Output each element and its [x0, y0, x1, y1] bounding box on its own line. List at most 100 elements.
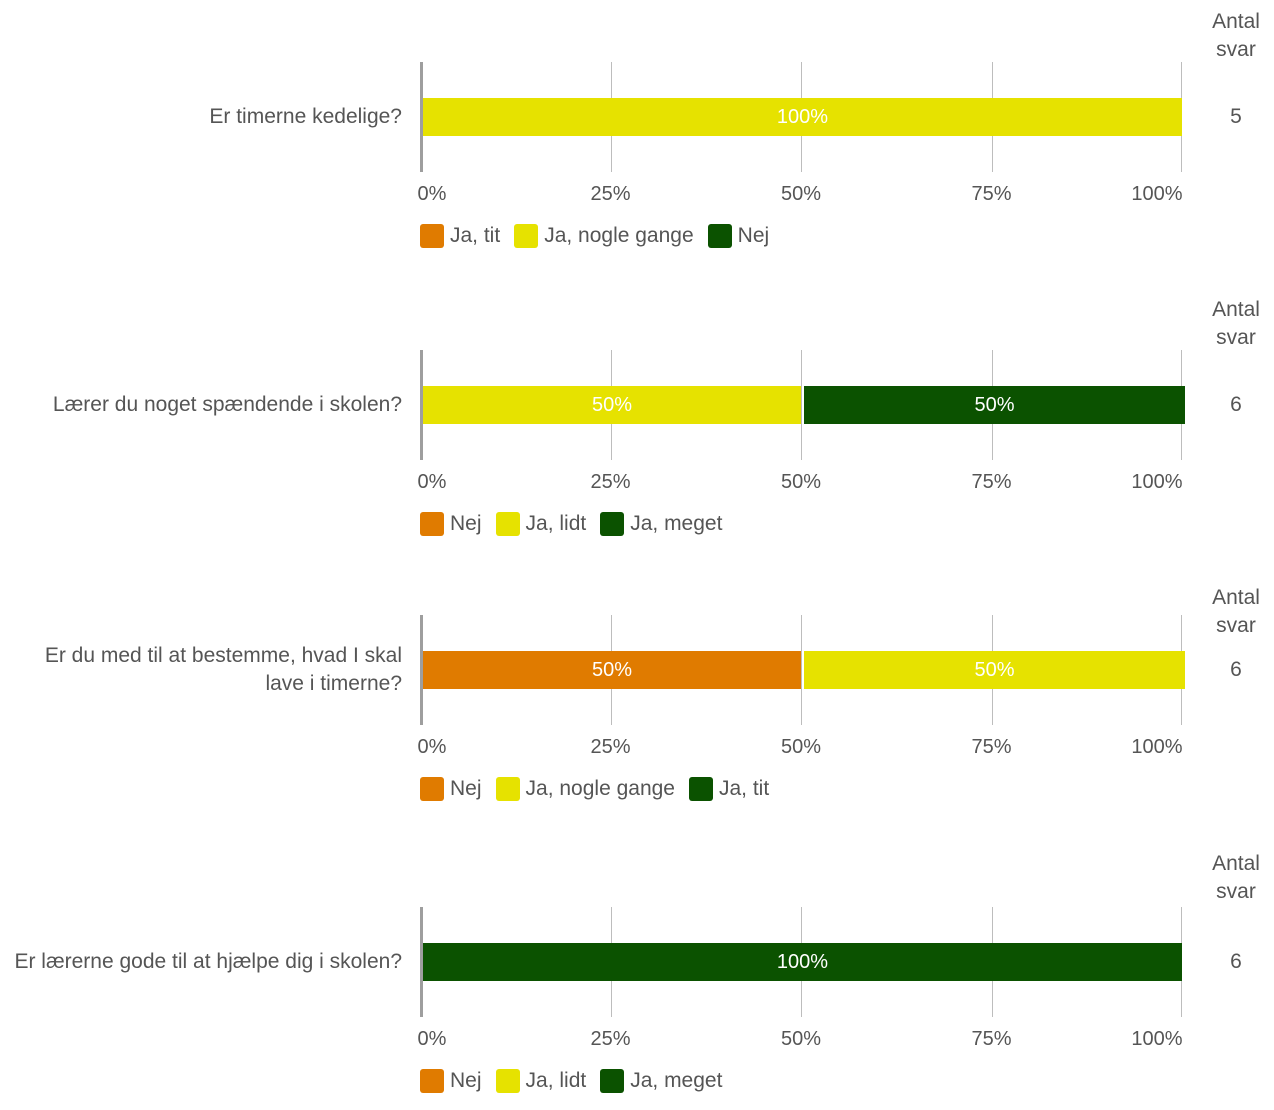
- legend-swatch: [514, 224, 539, 248]
- legend: Nej Ja, lidt Ja, meget: [420, 512, 736, 536]
- count-header-line: svar: [1216, 614, 1256, 637]
- count-header-line: Antal: [1212, 10, 1260, 33]
- legend-item: Ja, meget: [600, 1069, 722, 1093]
- legend-item: Ja, lidt: [495, 512, 587, 536]
- legend-label: Nej: [450, 777, 482, 800]
- legend-label: Ja, meget: [630, 1069, 723, 1092]
- legend-swatch: [600, 512, 625, 536]
- count-header: Antal svar: [1196, 8, 1274, 64]
- plot-area: 100%: [420, 907, 1182, 1017]
- bar-segment: 50%: [804, 651, 1185, 689]
- legend-swatch: [707, 224, 732, 248]
- legend-label: Ja, lidt: [525, 1069, 587, 1092]
- question-label: Er lærerne gode til at hjælpe dig i skol…: [14, 950, 402, 973]
- legend-label: Ja, tit: [450, 224, 501, 247]
- legend-item: Ja, tit: [688, 777, 770, 801]
- bar-value-label: 100%: [776, 105, 829, 128]
- bar-segment: 50%: [423, 651, 801, 689]
- question-label: Er du med til at bestemme, hvad I skal l…: [44, 644, 402, 695]
- chart-block: Antal svar Er lærerne gode til at hjælpe d…: [0, 850, 1274, 1110]
- legend-label: Ja, nogle gange: [525, 777, 675, 800]
- stacked-bar: 100%: [420, 98, 1182, 136]
- legend-label: Ja, nogle gange: [544, 224, 694, 247]
- count-header: Antal svar: [1196, 584, 1274, 640]
- question-label: Er timerne kedelige?: [209, 105, 402, 128]
- response-count: 6: [1230, 393, 1242, 416]
- y-axis-line: [420, 907, 423, 1017]
- x-tick-label: 25%: [590, 471, 631, 493]
- x-tick-label: 25%: [590, 1028, 631, 1050]
- legend-item: Ja, meget: [600, 512, 722, 536]
- legend-swatch: [420, 777, 444, 801]
- stacked-bar: 50% 50%: [420, 651, 1185, 689]
- x-tick-label: 75%: [971, 471, 1012, 493]
- legend-swatch: [495, 512, 520, 536]
- legend-item: Nej: [420, 777, 482, 801]
- x-tick-label: 0%: [417, 471, 447, 493]
- legend-swatch: [495, 777, 520, 801]
- legend-item: Nej: [707, 224, 769, 248]
- legend-swatch: [495, 1069, 520, 1093]
- gridline: [801, 615, 802, 725]
- question-label: Lærer du noget spændende i skolen?: [52, 393, 402, 416]
- x-tick-label: 75%: [971, 1028, 1012, 1050]
- bar-value-label: 50%: [974, 658, 1015, 681]
- y-axis-line: [420, 62, 423, 172]
- count-header-line: svar: [1216, 880, 1256, 903]
- legend-item: Ja, tit: [420, 224, 500, 248]
- legend-swatch: [688, 777, 713, 801]
- legend: Nej Ja, nogle gange Ja, tit: [420, 777, 783, 801]
- legend-label: Ja, lidt: [525, 512, 587, 535]
- legend-item: Nej: [420, 512, 482, 536]
- x-tick-label: 50%: [780, 1028, 822, 1050]
- legend-swatch: [420, 1069, 444, 1093]
- legend-item: Ja, lidt: [495, 1069, 587, 1093]
- x-tick-label: 100%: [1131, 1028, 1183, 1050]
- x-tick-label: 25%: [590, 183, 631, 205]
- x-tick-label: 100%: [1131, 736, 1183, 758]
- stacked-bar: 100%: [420, 943, 1182, 981]
- chart-block: Antal svar Er timerne kedelige? 5 100% 0% 25% 5…: [0, 8, 1274, 268]
- legend: Ja, tit Ja, nogle gange Nej: [420, 224, 783, 248]
- x-tick-label: 100%: [1131, 183, 1183, 205]
- count-header-line: svar: [1216, 38, 1256, 61]
- gridline: [801, 350, 802, 460]
- bar-segment: 50%: [804, 386, 1185, 424]
- chart-block: Antal svar Lærer du noget spændende i skol…: [0, 296, 1274, 556]
- bar-segment: 100%: [423, 943, 1182, 981]
- legend-item: Ja, nogle gange: [495, 777, 675, 801]
- legend-swatch: [420, 512, 444, 536]
- y-axis-line: [420, 350, 423, 460]
- bar-value-label: 50%: [591, 658, 633, 681]
- plot-area: 100%: [420, 62, 1182, 172]
- x-tick-label: 0%: [417, 1028, 447, 1050]
- bar-value-label: 50%: [591, 393, 633, 416]
- x-tick-label: 25%: [590, 736, 631, 758]
- legend-swatch: [420, 224, 444, 248]
- legend-label: Ja, meget: [630, 512, 723, 535]
- bar-value-label: 100%: [776, 950, 829, 973]
- response-count: 6: [1230, 658, 1242, 681]
- chart-block: Antal svar Er du med til at bestemme, hvad…: [0, 584, 1274, 844]
- legend-item: Ja, nogle gange: [514, 224, 694, 248]
- legend-item: Nej: [420, 1069, 482, 1093]
- count-header: Antal svar: [1196, 850, 1274, 906]
- legend-label: Ja, tit: [718, 777, 770, 800]
- response-count: 5: [1230, 105, 1242, 128]
- legend: Nej Ja, lidt Ja, meget: [420, 1069, 736, 1093]
- plot-area: 50% 50%: [420, 350, 1185, 460]
- bar-segment: 100%: [423, 98, 1182, 136]
- count-header-line: svar: [1216, 326, 1256, 349]
- plot-area: 50% 50%: [420, 615, 1185, 725]
- y-axis-line: [420, 615, 423, 725]
- legend-label: Nej: [450, 1069, 482, 1092]
- x-tick-label: 50%: [780, 183, 822, 205]
- x-tick-label: 50%: [780, 736, 822, 758]
- x-tick-label: 0%: [417, 183, 447, 205]
- x-tick-label: 75%: [971, 183, 1012, 205]
- legend-label: Nej: [450, 512, 482, 535]
- count-header: Antal svar: [1196, 296, 1274, 352]
- legend-swatch: [600, 1069, 625, 1093]
- count-header-line: Antal: [1212, 298, 1260, 321]
- bar-segment: 50%: [423, 386, 801, 424]
